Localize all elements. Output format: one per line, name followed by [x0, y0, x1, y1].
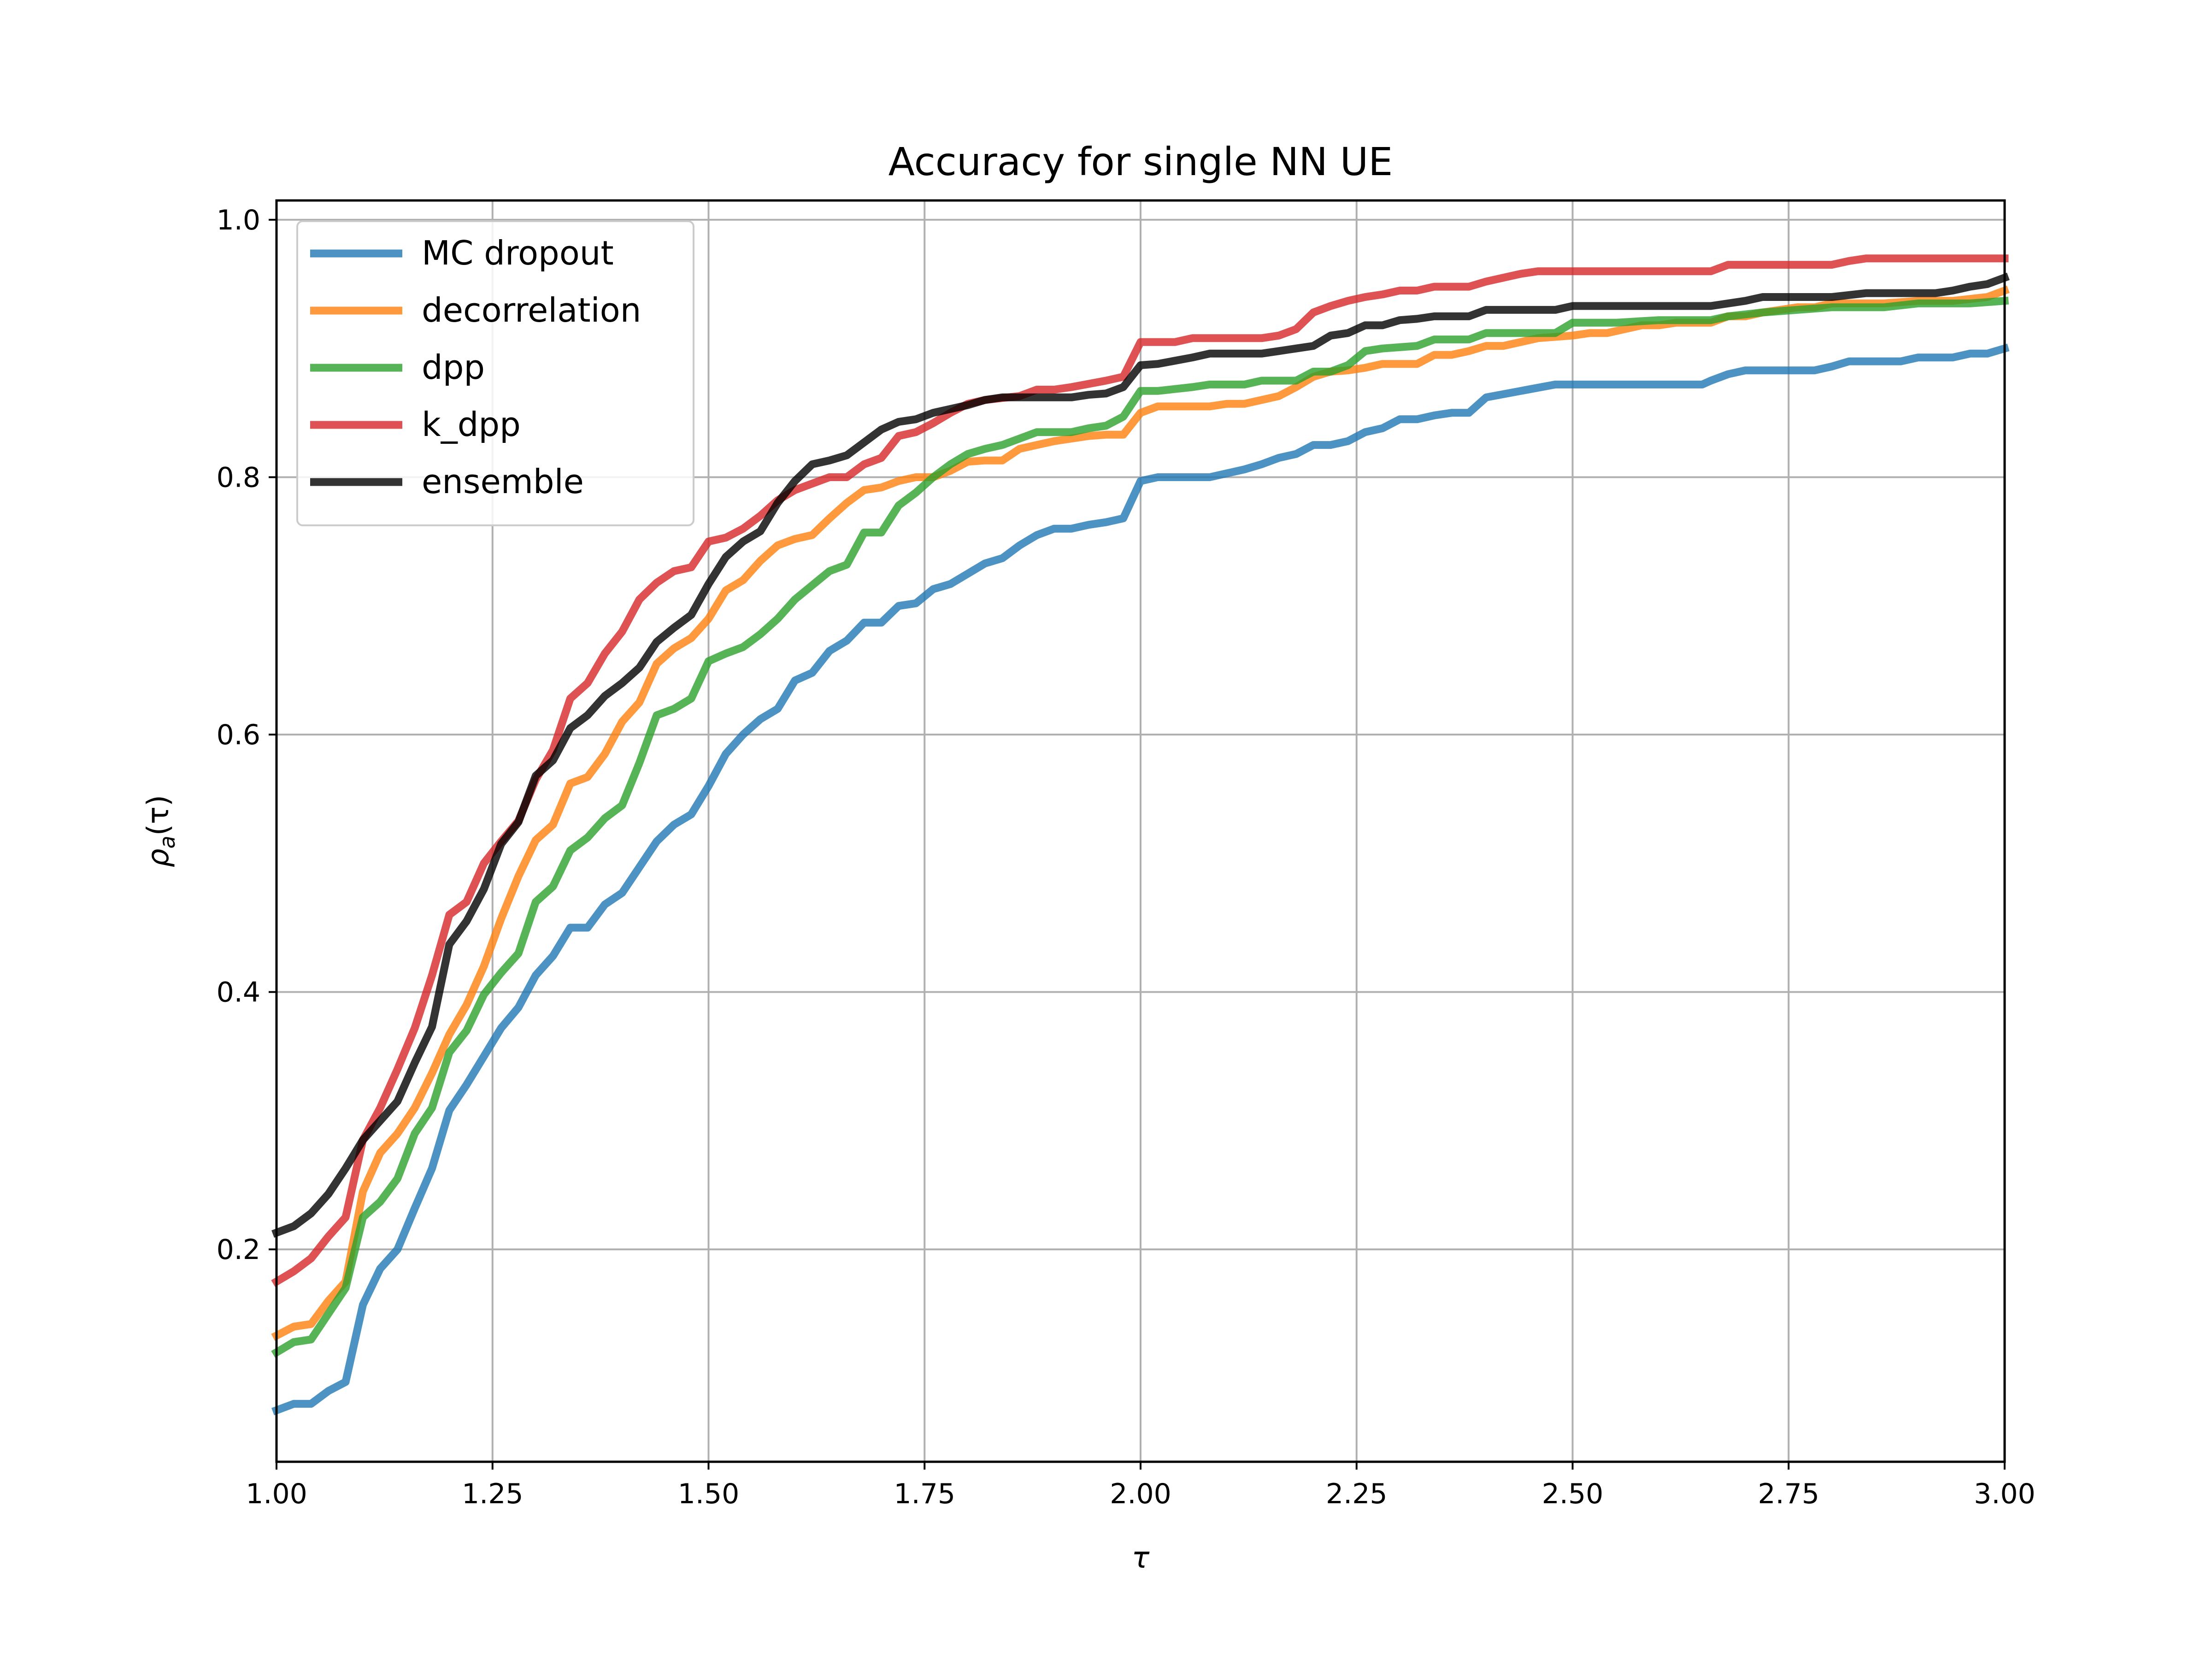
y-tick-label: 0.6	[217, 719, 260, 751]
x-tick-label: 2.25	[1326, 1478, 1388, 1510]
y-tick-label: 0.2	[217, 1234, 260, 1266]
y-tick-label: 0.8	[217, 461, 260, 494]
x-tick-label: 2.50	[1542, 1478, 1604, 1510]
series-line-dpp	[271, 296, 2009, 1358]
series-line-mc-dropout	[271, 343, 2010, 1416]
x-tick-label: 3.00	[1974, 1478, 2036, 1510]
x-tick-label: 1.50	[678, 1478, 740, 1510]
x-tick-label: 2.75	[1758, 1478, 1819, 1510]
y-tick-label: 0.4	[217, 977, 260, 1009]
y-tick-label: 1.0	[217, 204, 260, 236]
legend-box	[296, 220, 694, 526]
series-line-ensemble	[271, 272, 2010, 1238]
y-axis-title: ρa(τ)	[141, 795, 180, 867]
x-tick-label: 1.25	[462, 1478, 524, 1510]
y-axis-title-arg: (τ)	[141, 795, 176, 835]
legend-label-ensemble: ensemble	[422, 462, 584, 501]
legend-label-k-dpp: k_dpp	[422, 405, 521, 444]
x-tick-label: 1.75	[894, 1478, 955, 1510]
legend-label-dpp: dpp	[422, 348, 485, 387]
x-tick-label: 2.00	[1110, 1478, 1171, 1510]
x-tick-label: 1.00	[246, 1478, 307, 1510]
legend-label-decorrelation: decorrelation	[422, 291, 641, 329]
legend-label-mc-dropout: MC dropout	[422, 234, 614, 272]
y-axis-title-main: ρ	[141, 849, 176, 868]
series-line-decorrelation	[271, 285, 2010, 1341]
legend: MC dropout decorrelation dpp k_dpp ensemble	[296, 220, 694, 526]
series-lines	[271, 254, 2010, 1416]
chart-title: Accuracy for single NN UE	[888, 139, 1393, 184]
y-axis-title-sub: a	[155, 835, 180, 848]
x-axis-title: τ	[1132, 1541, 1150, 1575]
axis-ticks: 1.00 1.25 1.50 1.75 2.00 2.25 2.50 2.75 3.00 0.2 0…	[217, 204, 2036, 1510]
svg-text:ρa(τ): ρa(τ)	[141, 795, 180, 867]
